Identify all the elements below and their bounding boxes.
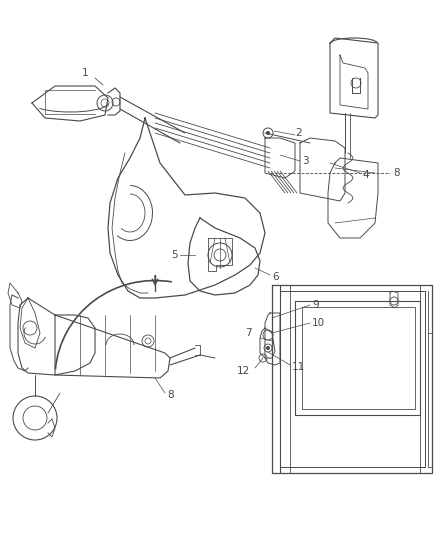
Text: 8: 8 [393, 168, 399, 178]
Text: 11: 11 [292, 362, 305, 372]
Text: 5: 5 [171, 250, 178, 260]
Text: 9: 9 [312, 300, 318, 310]
Text: 8: 8 [167, 390, 173, 400]
Circle shape [266, 131, 270, 135]
Text: 3: 3 [302, 156, 309, 166]
Text: 1: 1 [82, 68, 88, 78]
Text: 10: 10 [312, 318, 325, 328]
Text: 7: 7 [245, 328, 251, 338]
Text: 2: 2 [295, 128, 302, 138]
Text: 6: 6 [272, 272, 279, 282]
Circle shape [266, 346, 270, 350]
Text: 4: 4 [362, 170, 369, 180]
Text: 12: 12 [237, 366, 250, 376]
